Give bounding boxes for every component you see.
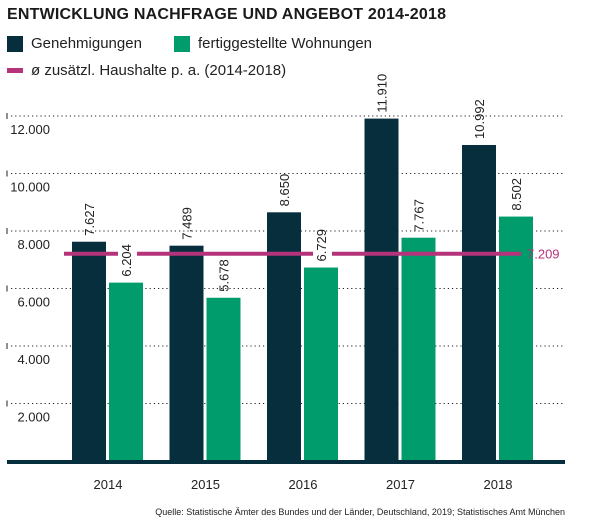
data-label: 8.502 (509, 178, 524, 211)
legend-label: fertiggestellte Wohnungen (198, 35, 373, 52)
data-label: 11.910 (375, 74, 390, 113)
legend-label: ø zusätzl. Haushalte p. a. (2014-2018) (31, 62, 287, 79)
data-label: 6.204 (119, 244, 134, 277)
y-tick-label: 12.000 (10, 122, 50, 137)
bar-genehmigungen (169, 245, 204, 462)
data-label: 7.489 (180, 207, 195, 240)
bar-genehmigungen (72, 241, 106, 462)
reference-line-segment (332, 251, 521, 256)
y-tick-label: 2.000 (17, 410, 50, 425)
x-tick-label: 2014 (94, 477, 123, 492)
legend-line-swatch (7, 68, 23, 73)
legend-item-fertiggestellte: fertiggestellte Wohnungen (174, 35, 372, 52)
data-label: 7.627 (82, 203, 97, 236)
source-note: Quelle: Statistische Ämter des Bundes un… (155, 507, 565, 517)
reference-line-label: 7.209 (527, 247, 560, 262)
reference-line-segment (137, 251, 313, 256)
data-label: 7.767 (412, 199, 427, 232)
legend-swatch (174, 35, 190, 52)
chart-title: ENTWICKLUNG NACHFRAGE UND ANGEBOT 2014-2… (7, 6, 447, 23)
y-tick-label: 6.000 (17, 295, 50, 310)
x-tick-label: 2018 (484, 477, 513, 492)
y-tick-label: 8.000 (17, 237, 50, 252)
bar-genehmigungen (364, 118, 399, 463)
bar-fertiggestellt (109, 282, 143, 462)
bar-genehmigungen (267, 212, 301, 462)
data-label: 8.650 (277, 174, 292, 207)
bar-fertiggestellt (304, 267, 338, 462)
y-tick-label: 4.000 (17, 352, 50, 367)
data-label: 5.678 (217, 259, 232, 292)
x-tick-label: 2016 (289, 477, 318, 492)
legend-label: Genehmigungen (31, 35, 142, 52)
y-tick-label: 10.000 (10, 180, 50, 195)
legend-swatch (7, 35, 23, 52)
bar-fertiggestellt (499, 216, 533, 462)
bar-fertiggestellt (206, 297, 241, 462)
x-axis-baseline (7, 460, 565, 464)
legend-item-genehmigungen: Genehmigungen (7, 35, 142, 52)
x-tick-label: 2015 (191, 477, 220, 492)
data-label: 6.729 (314, 229, 329, 262)
bar-fertiggestellt (401, 237, 436, 462)
reference-line-segment (64, 251, 118, 256)
bar-genehmigungen (462, 144, 496, 463)
data-label: 10.992 (472, 99, 487, 139)
legend-item-haushalte: ø zusätzl. Haushalte p. a. (2014-2018) (7, 62, 286, 79)
x-tick-label: 2017 (386, 477, 415, 492)
